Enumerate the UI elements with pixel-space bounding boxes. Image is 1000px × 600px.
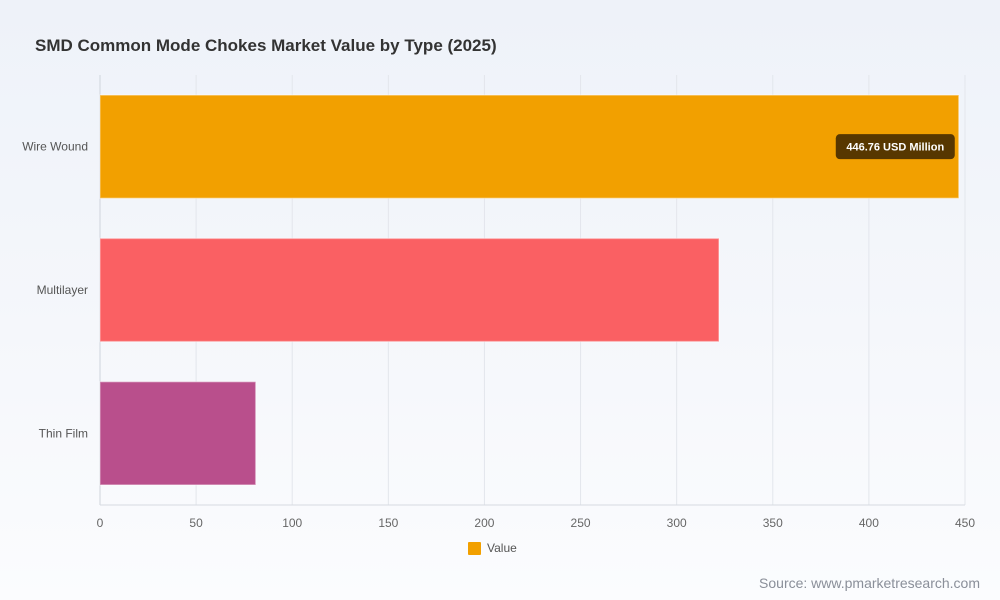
legend-label: Value bbox=[487, 541, 517, 555]
x-tick-label: 250 bbox=[571, 516, 591, 530]
x-tick-label: 350 bbox=[763, 516, 783, 530]
x-tick-label: 450 bbox=[955, 516, 975, 530]
x-tick-label: 200 bbox=[474, 516, 494, 530]
bars bbox=[99, 94, 960, 486]
x-axis-ticks: 0 50 100 150 200 250 300 350 400 450 bbox=[97, 516, 976, 530]
x-tick-label: 50 bbox=[189, 516, 203, 530]
tooltip-text: 446.76 USD Million bbox=[846, 142, 944, 154]
x-tick-label: 400 bbox=[859, 516, 879, 530]
x-tick-label: 0 bbox=[97, 516, 104, 530]
source-credit: Source: www.pmarketresearch.com bbox=[759, 575, 980, 591]
y-category-label: Multilayer bbox=[37, 283, 88, 297]
tooltip-box bbox=[835, 134, 955, 160]
y-axis-categories: Wire Wound Multilayer Thin Film bbox=[22, 140, 88, 441]
legend[interactable]: Value bbox=[468, 541, 517, 555]
x-tick-label: 100 bbox=[282, 516, 302, 530]
chart-title: SMD Common Mode Chokes Market Value by T… bbox=[35, 36, 497, 55]
x-tick-label: 300 bbox=[667, 516, 687, 530]
legend-swatch bbox=[468, 541, 481, 555]
y-category-label: Wire Wound bbox=[22, 140, 88, 154]
bar-wire-wound[interactable] bbox=[99, 94, 960, 200]
x-tick-label: 150 bbox=[378, 516, 398, 530]
value-tooltip: 446.76 USD Million bbox=[835, 134, 955, 160]
y-category-label: Thin Film bbox=[39, 426, 88, 440]
bar-thin-film[interactable] bbox=[99, 380, 257, 486]
bar-multilayer[interactable] bbox=[99, 237, 720, 343]
